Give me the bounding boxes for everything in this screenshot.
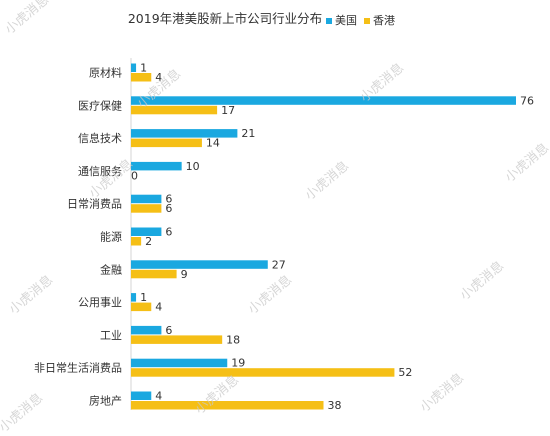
legend-swatch [364,18,370,24]
data-label: 4 [155,390,162,403]
bar-hk [131,105,218,115]
data-label: 76 [520,94,534,107]
legend-swatch [326,18,332,24]
data-label: 6 [165,202,172,215]
bar-hk [131,138,202,148]
category-label: 工业 [100,329,122,342]
category-label: 医疗保健 [78,98,122,112]
bar-us [131,260,268,269]
category-label: 公用事业 [78,296,122,309]
category-label: 通信服务 [78,165,122,178]
bar-us [131,391,152,400]
bar-us [131,325,162,335]
data-label: 10 [186,160,200,173]
data-label: 6 [165,226,172,239]
data-label: 2 [145,235,152,248]
data-label: 21 [241,127,255,140]
bar-hk [131,237,142,246]
bar-hk [131,73,152,82]
bar-us [131,194,162,204]
bar-hk [131,204,162,213]
category-labels: 原材料医疗保健信息技术通信服务日常消费品能源金融公用事业工业非日常生活消费品房地… [34,66,122,408]
category-label: 房地产 [89,394,122,408]
category-label: 能源 [100,230,122,244]
legend-item: 香港 [364,14,395,27]
bar-us [131,63,137,72]
bar-us [131,358,228,368]
bar-hk [131,401,324,410]
data-label: 52 [398,366,412,379]
category-label: 信息技术 [78,131,122,145]
category-label: 日常消费品 [67,197,122,211]
bar-hk [131,335,223,344]
data-label: 38 [328,399,342,412]
legend: 美国 香港 [326,14,395,27]
category-label: 金融 [100,262,122,276]
bar-us [131,161,182,171]
data-label: 19 [231,357,245,370]
data-label: 0 [131,169,138,182]
data-label: 18 [226,333,240,346]
data-label: 1 [140,62,147,75]
chart-title: 2019年港美股新上市公司行业分布 [128,11,322,26]
legend-label: 美国 [335,14,357,27]
data-label: 6 [165,193,172,206]
data-label: 6 [165,324,172,337]
data-label: 4 [155,301,162,314]
bar-hk [131,302,152,312]
bar-hk [131,269,177,279]
data-label: 1 [140,291,147,304]
bar-us [131,293,137,302]
bar-us [131,129,238,138]
bar-hk [131,368,395,377]
category-label: 非日常生活消费品 [34,361,122,375]
bar-us [131,227,162,236]
legend-label: 香港 [373,14,395,27]
data-label: 17 [221,104,235,117]
data-label: 14 [206,137,220,150]
data-label: 27 [272,258,286,271]
bars [131,63,516,410]
bar-chart: 2019年港美股新上市公司行业分布 美国 香港 原材料医疗保健信息技术通信服务日常… [34,11,534,413]
data-label: 9 [181,268,188,281]
bar-us [131,96,516,105]
legend-item: 美国 [326,14,357,27]
data-label: 4 [155,71,162,84]
category-label: 原材料 [89,66,122,80]
